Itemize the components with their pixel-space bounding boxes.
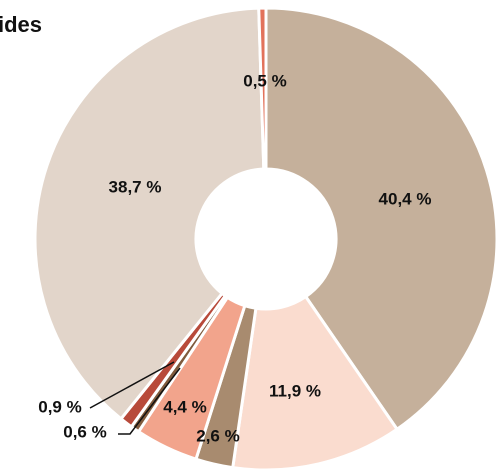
- leader-line: [118, 367, 181, 435]
- data-label: 38,7 %: [109, 177, 162, 196]
- data-label: 0,9 %: [38, 397, 81, 416]
- data-label: 2,6 %: [196, 426, 239, 445]
- slice: [33, 6, 266, 421]
- chart-title: ides: [0, 12, 42, 37]
- leader-line: [89, 361, 175, 409]
- slices: [33, 6, 496, 469]
- slice: [264, 6, 496, 432]
- data-label: 11,9 %: [269, 381, 321, 400]
- data-label: 40,4 %: [379, 189, 432, 208]
- data-label: 0,6 %: [63, 422, 106, 441]
- slice: [231, 294, 400, 469]
- data-label: 0,5 %: [243, 71, 286, 90]
- slice: [257, 6, 268, 171]
- data-label: 4,4 %: [163, 397, 206, 416]
